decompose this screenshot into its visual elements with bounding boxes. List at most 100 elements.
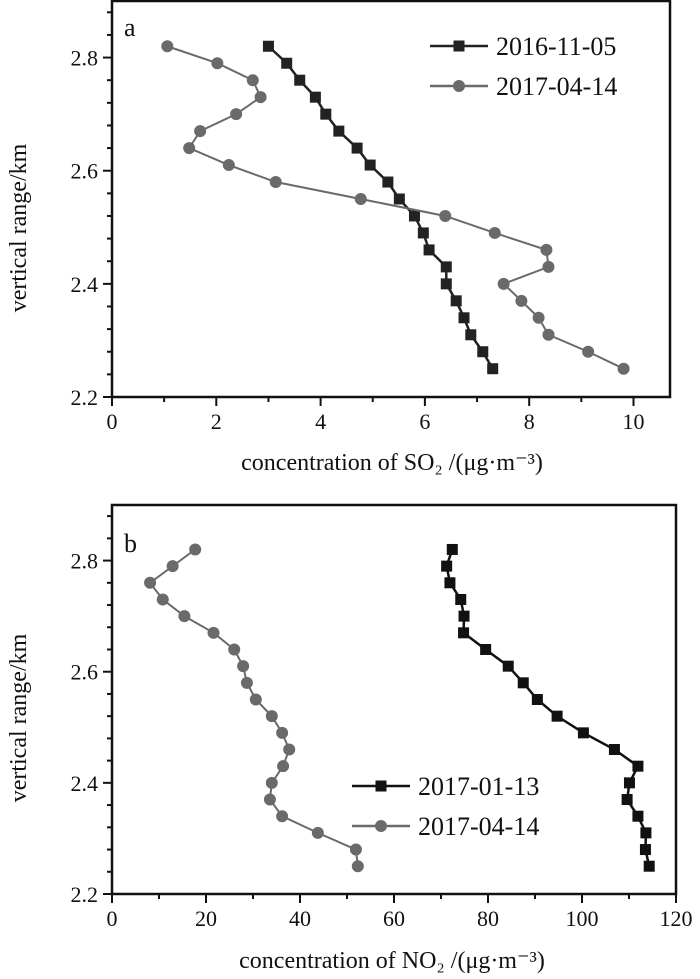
panel-b-data-point (311, 826, 324, 839)
panel-b-data-point (351, 860, 364, 873)
panel-a-x-tick-label: 0 (107, 409, 118, 434)
panel-b-data-point (446, 543, 458, 555)
panel-b-data-point (639, 844, 651, 856)
panel-b-x-tick-label: 0 (107, 906, 118, 931)
panel-a-data-point (194, 125, 207, 138)
panel-a-series-2016-11-05 (262, 40, 499, 375)
panel-a-data-point (477, 346, 489, 358)
panel-b-data-point (263, 793, 276, 806)
panel-b-data-point (178, 610, 191, 623)
panel-b-data-point (276, 726, 289, 739)
panel-a-data-point (532, 311, 545, 324)
panel-b-data-point (608, 744, 620, 756)
panel-a-legend-label: 2016-11-05 (496, 32, 616, 61)
panel-a-series-2017-04-14 (161, 40, 630, 375)
panel-b-x-tick-label: 20 (195, 906, 217, 931)
panel-b-data-point (531, 694, 543, 705)
panel-b-data-point (265, 776, 278, 789)
panel-a-data-point (450, 295, 462, 307)
panel-a-data-point (382, 176, 394, 188)
panel-a-data-point (540, 243, 553, 256)
panel-a-x-axis-label: concentration of SO₂ /(μg·m⁻³) (241, 450, 543, 476)
panel-a-data-point (417, 227, 429, 239)
panel-b-legend-marker (375, 780, 387, 792)
panel-a-y-axis-label: vertical range/km (6, 143, 32, 312)
panel-b-data-point (632, 810, 644, 822)
panel-b-data-point (458, 610, 470, 622)
panel-a-data-point (440, 278, 452, 290)
panel-a-data-point (408, 210, 420, 222)
panel-b-legend-marker (375, 820, 387, 832)
panel-a-data-point (364, 159, 376, 171)
panel-a-legend-item: 2017-04-14 (430, 72, 617, 101)
panel-b-data-point (623, 777, 635, 789)
panel-b-legend-item: 2017-04-14 (352, 812, 539, 841)
panel-b-data-point (458, 627, 470, 639)
panel-a-data-point (487, 363, 499, 375)
panel-b-data-point (237, 660, 250, 673)
panel-b-y-tick-label: 2.2 (71, 882, 99, 907)
panel-b-data-point (189, 543, 202, 556)
panel-b-data-point (455, 593, 467, 605)
panel-b-x-tick-label: 60 (383, 906, 405, 931)
panel-b-data-point (249, 693, 262, 706)
panel-a-x-tick-label: 8 (524, 409, 535, 434)
panel-a-data-point (423, 244, 435, 256)
panel-a-data-point (440, 261, 452, 273)
panel-a-data-point (294, 74, 306, 86)
panel-a-x-tick-label: 2 (211, 409, 222, 434)
panel-b-data-point (265, 710, 278, 723)
panel-a-data-point (262, 40, 274, 52)
panel-b-data-point (640, 827, 652, 839)
panel-a-data-point (309, 91, 321, 103)
panel-a-data-point (269, 176, 282, 189)
panel-a-y-tick-label: 2.6 (71, 159, 99, 184)
panel-b-legend-label: 2017-04-14 (418, 812, 539, 841)
panel-b-data-point (349, 843, 362, 856)
panel-a-data-point (497, 277, 510, 290)
panel-a-data-point (582, 345, 595, 358)
panel-b-data-point (144, 576, 157, 589)
panel-a-label: a (124, 13, 136, 42)
panel-b-data-point (621, 794, 633, 806)
panel-b-data-point (643, 860, 655, 872)
panel-b-plot-frame (110, 503, 678, 896)
panel-a-legend-label: 2017-04-14 (496, 72, 617, 101)
panel-a-data-point (351, 142, 363, 154)
panel-b-data-point (577, 727, 589, 739)
panel-a-x-tick-label: 4 (315, 409, 326, 434)
panel-b-label: b (124, 529, 137, 558)
panel-a-legend-marker (453, 40, 465, 52)
panel-b-data-point (228, 643, 241, 656)
panel-a-data-point (439, 209, 452, 222)
panel-a-y-tick-label: 2.4 (71, 272, 99, 297)
panel-b-y-tick-label: 2.8 (71, 549, 99, 574)
panel-a-data-point (254, 91, 267, 104)
panel-a-data-point (161, 40, 174, 53)
panel-b-data-point (240, 676, 253, 689)
panel-b-data-point (502, 660, 514, 672)
panel-a-data-point (354, 193, 367, 205)
panel-b-x-tick-label: 100 (566, 906, 599, 931)
panel-b-y-axis-label: vertical range/km (6, 633, 32, 802)
panel-a-plot-frame (110, 0, 672, 399)
panel-b-data-point (632, 760, 644, 772)
panel-a-data-point (488, 226, 501, 239)
panel-b-data-point (277, 760, 290, 773)
panel-b-data-point (517, 677, 529, 689)
panel-a-data-point (320, 108, 332, 120)
panel-a-y-tick-label: 2.2 (71, 385, 99, 410)
panel-a-so2: a concentration of SO₂ /(μg·m⁻³) vertica… (6, 0, 672, 476)
panel-a-data-point (542, 260, 555, 273)
panel-a-data-point (230, 108, 243, 121)
panel-b-data-point (444, 577, 456, 589)
panel-a-x-tick-label: 6 (419, 409, 430, 434)
panel-a-legend-marker (453, 80, 465, 92)
panel-a-y-tick-label: 2.8 (71, 46, 99, 71)
panel-b-legend-item: 2017-01-13 (352, 772, 539, 801)
panel-b-x-tick-label: 120 (660, 906, 693, 931)
panel-a-data-point (246, 74, 259, 87)
panel-a-data-point (183, 142, 196, 155)
panel-b-x-tick-label: 40 (289, 906, 311, 931)
